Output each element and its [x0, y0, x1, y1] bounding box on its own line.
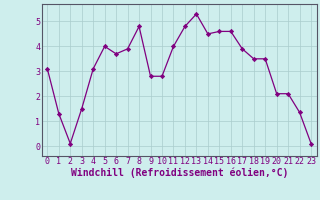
X-axis label: Windchill (Refroidissement éolien,°C): Windchill (Refroidissement éolien,°C) — [70, 168, 288, 178]
